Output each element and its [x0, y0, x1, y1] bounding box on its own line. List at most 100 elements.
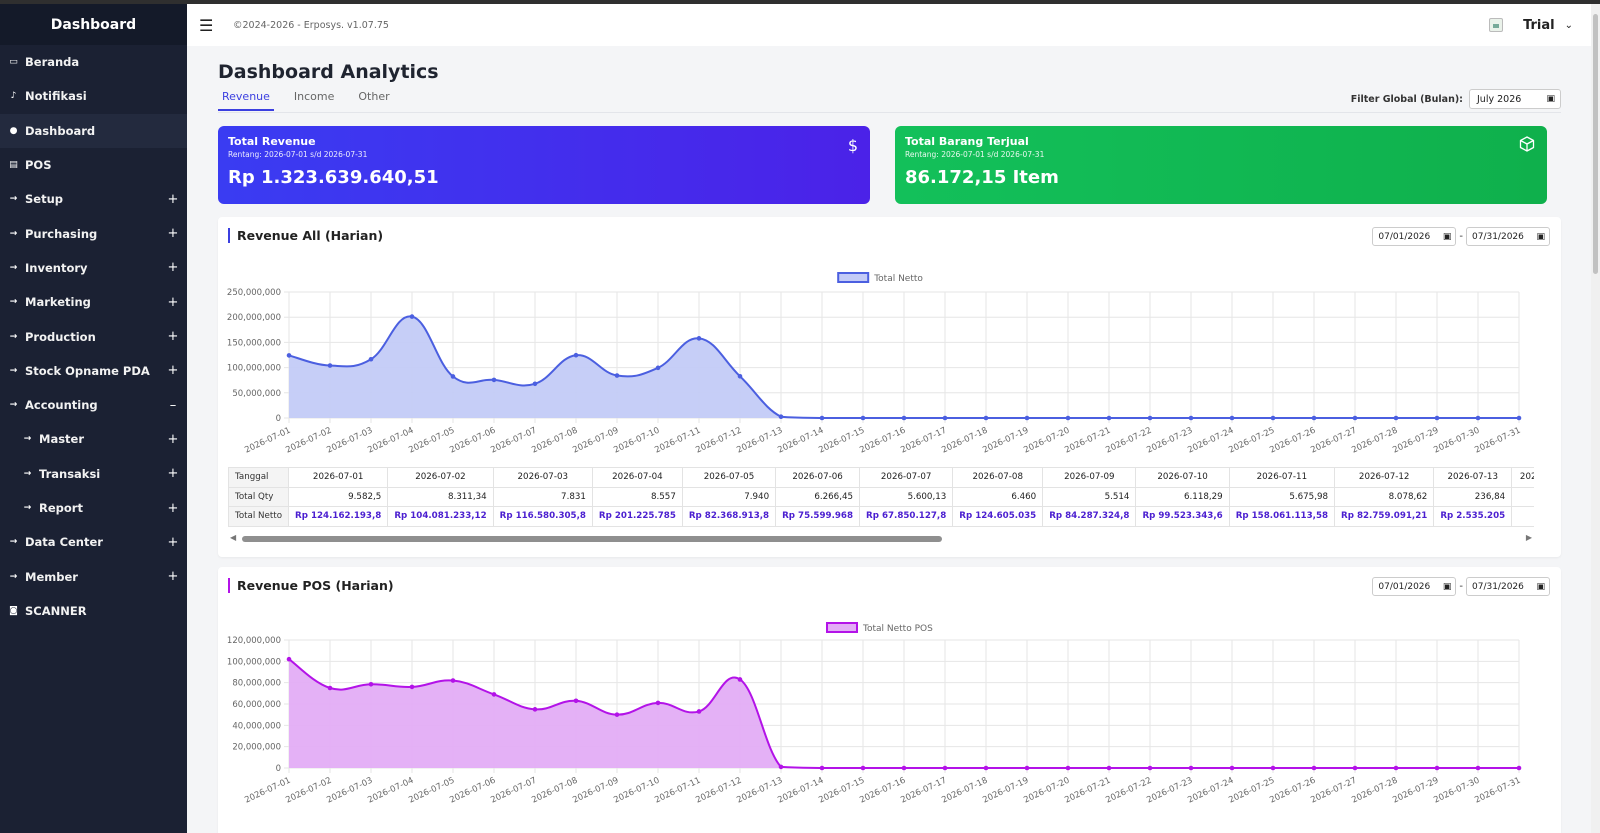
calendar-icon[interactable]: ▣ — [1442, 231, 1452, 242]
sidebar-item-scanner[interactable]: ◙ SCANNER — [0, 594, 187, 628]
x-tick-label: 2026-07-27 — [1309, 776, 1358, 806]
calendar-icon[interactable]: ▣ — [1546, 94, 1555, 104]
revenue-pos-chart: Total Netto POS 120,000,000 100,000,000 80,… — [227, 622, 1522, 806]
y-tick-label: 60,000,000 — [232, 700, 281, 710]
x-tick-label: 2026-07-01 — [243, 776, 292, 806]
table-horizontal-scrollbar[interactable]: ◀ ▶ — [228, 533, 1534, 545]
sidebar-item-dashboard[interactable]: ● Dashboard — [0, 113, 187, 148]
scroll-left-icon[interactable]: ◀ — [230, 533, 237, 542]
plus-icon[interactable]: + — [167, 363, 179, 379]
plus-icon[interactable]: + — [167, 431, 179, 447]
minus-icon[interactable]: – — [169, 397, 177, 413]
sidebar-item-data-center[interactable]: → Data Center + — [0, 525, 187, 559]
calendar-icon[interactable]: ▣ — [1536, 231, 1545, 242]
date-from-input[interactable]: 07/01/2026 ▣ — [1372, 577, 1457, 596]
legend-swatch — [826, 622, 858, 633]
x-tick-label: 2026-07-23 — [1145, 776, 1194, 806]
sidebar-item-notifikasi[interactable]: ♪ Notifikasi — [0, 79, 187, 113]
page-vertical-scrollbar[interactable] — [1591, 4, 1600, 833]
tab-income[interactable]: Income — [293, 90, 335, 103]
card-title: Total Barang Terjual — [905, 135, 1029, 148]
month-filter-input[interactable]: July 2026 ▣ — [1469, 89, 1561, 109]
x-tick-label: 2026-07-21 — [1063, 776, 1112, 806]
data-point — [696, 709, 702, 714]
sidebar-item-beranda[interactable]: ▭ Beranda — [0, 45, 187, 79]
tab-revenue[interactable]: Revenue — [218, 88, 274, 111]
table-cell: 5.514 — [1042, 486, 1137, 507]
data-point — [1147, 415, 1153, 421]
table-cell: Rp 116.580.305,8 — [492, 506, 593, 527]
date-from-input[interactable]: 07/01/2026 ▣ — [1372, 227, 1457, 246]
sidebar-toggle-icon[interactable]: ☰ — [199, 15, 214, 35]
date-to-input[interactable]: 07/31/2026 ▣ — [1466, 577, 1550, 596]
tab-other[interactable]: Other — [358, 90, 390, 103]
scrollbar-thumb[interactable] — [242, 536, 942, 542]
data-point — [450, 374, 456, 379]
sidebar-item-transaksi[interactable]: → Transaksi + — [0, 457, 187, 491]
data-point — [409, 684, 415, 690]
sidebar-item-production[interactable]: → Production + — [0, 319, 187, 353]
table-cell: 8.311,34 — [387, 486, 494, 507]
date-from-value: 07/01/2026 — [1378, 231, 1431, 242]
arrow-right-icon: → — [9, 331, 18, 342]
y-tick-label: 0 — [276, 414, 281, 424]
plus-icon[interactable]: + — [167, 466, 179, 482]
table-row: Total Netto Rp 124.162.193,8 Rp 104.081.23… — [228, 506, 1534, 527]
plus-icon[interactable]: + — [167, 191, 179, 207]
scrollbar-thumb[interactable] — [1593, 14, 1598, 274]
table-row: Tanggal 2026-07-01 2026-07-02 2026-07-03 202… — [228, 467, 1534, 488]
copyright-text: ©2024-2026 - Erposys. v1.07.75 — [233, 19, 389, 31]
table-cell: 7.831 — [492, 486, 593, 507]
data-point — [737, 373, 743, 379]
scroll-right-icon[interactable]: ▶ — [1525, 533, 1532, 542]
total-revenue-card: Total Revenue Rentang: 2026-07-01 s/d 20… — [218, 126, 870, 204]
sidebar-item-marketing[interactable]: → Marketing + — [0, 285, 187, 319]
x-tick-label: 2026-07-28 — [1350, 426, 1399, 456]
data-point — [1475, 415, 1481, 421]
sidebar-item-accounting[interactable]: → Accounting – — [0, 388, 187, 422]
data-point — [1188, 765, 1194, 771]
card-subtitle: Rentang: 2026-07-01 s/d 2026-07-31 — [228, 150, 368, 159]
sidebar-item-member[interactable]: → Member + — [0, 559, 187, 593]
sidebar-item-inventory[interactable]: → Inventory + — [0, 251, 187, 285]
sidebar-item-master[interactable]: → Master + — [0, 422, 187, 456]
date-to-input[interactable]: 07/31/2026 ▣ — [1466, 227, 1550, 246]
data-point — [778, 414, 784, 420]
data-point — [737, 677, 743, 682]
plus-icon[interactable]: + — [167, 329, 179, 345]
x-tick-label: 2026-07-16 — [858, 776, 907, 806]
sidebar-item-purchasing[interactable]: → Purchasing + — [0, 216, 187, 250]
plus-icon[interactable]: + — [167, 260, 179, 276]
sidebar-item-setup[interactable]: → Setup + — [0, 182, 187, 216]
plus-icon[interactable]: + — [167, 294, 179, 310]
sidebar-item-label: Report — [39, 501, 83, 515]
data-point — [286, 656, 292, 662]
table-cell: Rp 99.523.343,6 — [1135, 506, 1230, 527]
calendar-icon[interactable]: ▣ — [1442, 581, 1452, 592]
data-point — [1147, 765, 1153, 771]
table-cell: Rp 158.061.113,58 — [1228, 506, 1336, 527]
user-menu[interactable]: Trial ⌄ — [1489, 4, 1573, 46]
arrow-right-icon: → — [23, 468, 32, 479]
sidebar-item-report[interactable]: → Report + — [0, 491, 187, 525]
data-point — [1311, 765, 1317, 771]
data-point — [1352, 415, 1358, 421]
x-tick-label: 2026-07-12 — [694, 426, 743, 456]
top-bar: ☰ ©2024-2026 - Erposys. v1.07.75 Trial ⌄ — [187, 4, 1591, 46]
plus-icon[interactable]: + — [167, 534, 179, 550]
plus-icon[interactable]: + — [167, 226, 179, 242]
x-tick-label: 2026-07-05 — [407, 426, 456, 456]
data-point — [901, 415, 907, 421]
plus-icon[interactable]: + — [167, 500, 179, 516]
avatar — [1489, 18, 1504, 32]
calendar-icon[interactable]: ▣ — [1536, 581, 1545, 592]
sidebar-item-stock-opname-pda[interactable]: → Stock Opname PDA + — [0, 354, 187, 388]
sidebar-item-label: Stock Opname PDA — [25, 363, 150, 378]
arrow-right-icon: → — [9, 400, 18, 411]
sidebar-item-pos[interactable]: ▤ POS — [0, 148, 187, 182]
x-tick-label: 2026-07-24 — [1186, 776, 1235, 806]
plus-icon[interactable]: + — [167, 569, 179, 585]
window-top-strip — [0, 0, 1600, 4]
y-tick-label: 120,000,000 — [227, 636, 281, 646]
x-tick-label: 2026-07-26 — [1268, 776, 1317, 806]
